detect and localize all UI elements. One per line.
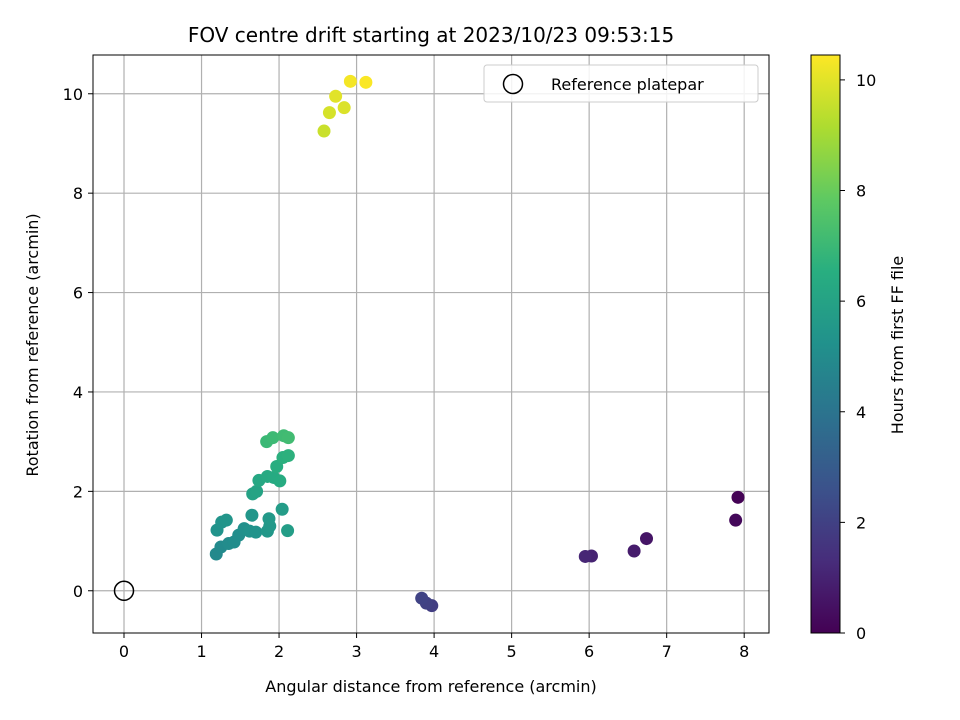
data-point [266,431,280,445]
colorbar-tick-label: 6 [856,292,866,311]
x-tick-label: 8 [739,642,749,661]
data-point [281,524,295,538]
colorbar-label: Hours from first FF file [888,256,907,435]
y-tick-label: 4 [73,383,83,402]
x-tick-label: 6 [584,642,594,661]
x-tick-label: 7 [662,642,672,661]
data-point [273,474,287,488]
data-point [731,490,745,504]
data-point [281,449,295,463]
data-point [245,508,259,522]
colorbar-tick-label: 10 [856,71,876,90]
legend: Reference platepar [483,64,759,103]
grid-lines [93,55,769,633]
y-tick-label: 0 [73,582,83,601]
data-point [262,512,276,526]
x-tick-label: 0 [119,642,129,661]
colorbar-ticks: 0 2 4 6 8 10 [840,71,876,643]
data-point [337,101,351,115]
legend-marker-icon [502,73,524,95]
x-tick-label: 4 [429,642,439,661]
colorbar-tick-label: 2 [856,513,866,532]
data-point [359,75,373,89]
reference-marker [113,580,135,602]
y-axis-label: Rotation from reference (arcmin) [23,213,42,476]
x-axis-ticks: 0 1 2 3 4 5 6 7 8 [119,633,749,661]
data-point [578,549,592,563]
data-point [627,544,641,558]
data-point [640,532,654,546]
data-point [219,513,233,527]
x-tick-label: 5 [507,642,517,661]
legend-box [483,64,759,103]
data-point [343,74,357,88]
data-point [275,502,289,516]
y-tick-label: 10 [63,85,83,104]
x-tick-label: 3 [351,642,361,661]
data-point [249,525,263,539]
data-point [329,89,343,103]
colorbar-tick-label: 4 [856,403,866,422]
data-point [415,591,429,605]
y-axis-ticks: 0 2 4 6 8 10 [63,85,93,601]
reference-marker-group [113,580,135,602]
colorbar [810,54,841,634]
x-axis-label: Angular distance from reference (arcmin) [265,677,596,696]
y-tick-label: 8 [73,184,83,203]
plot-frame [92,54,770,634]
x-tick-label: 1 [196,642,206,661]
data-point [281,431,295,445]
data-points [209,74,745,613]
colorbar-tick-label: 8 [856,182,866,201]
x-tick-label: 2 [274,642,284,661]
colorbar-tick-label: 0 [856,624,866,643]
y-tick-label: 6 [73,284,83,303]
data-point [317,124,331,138]
data-point [729,513,743,527]
data-point [250,484,264,498]
data-point [322,106,336,120]
legend-label: Reference platepar [551,75,704,94]
y-tick-label: 2 [73,482,83,501]
chart-title: FOV centre drift starting at 2023/10/23 … [188,23,674,47]
